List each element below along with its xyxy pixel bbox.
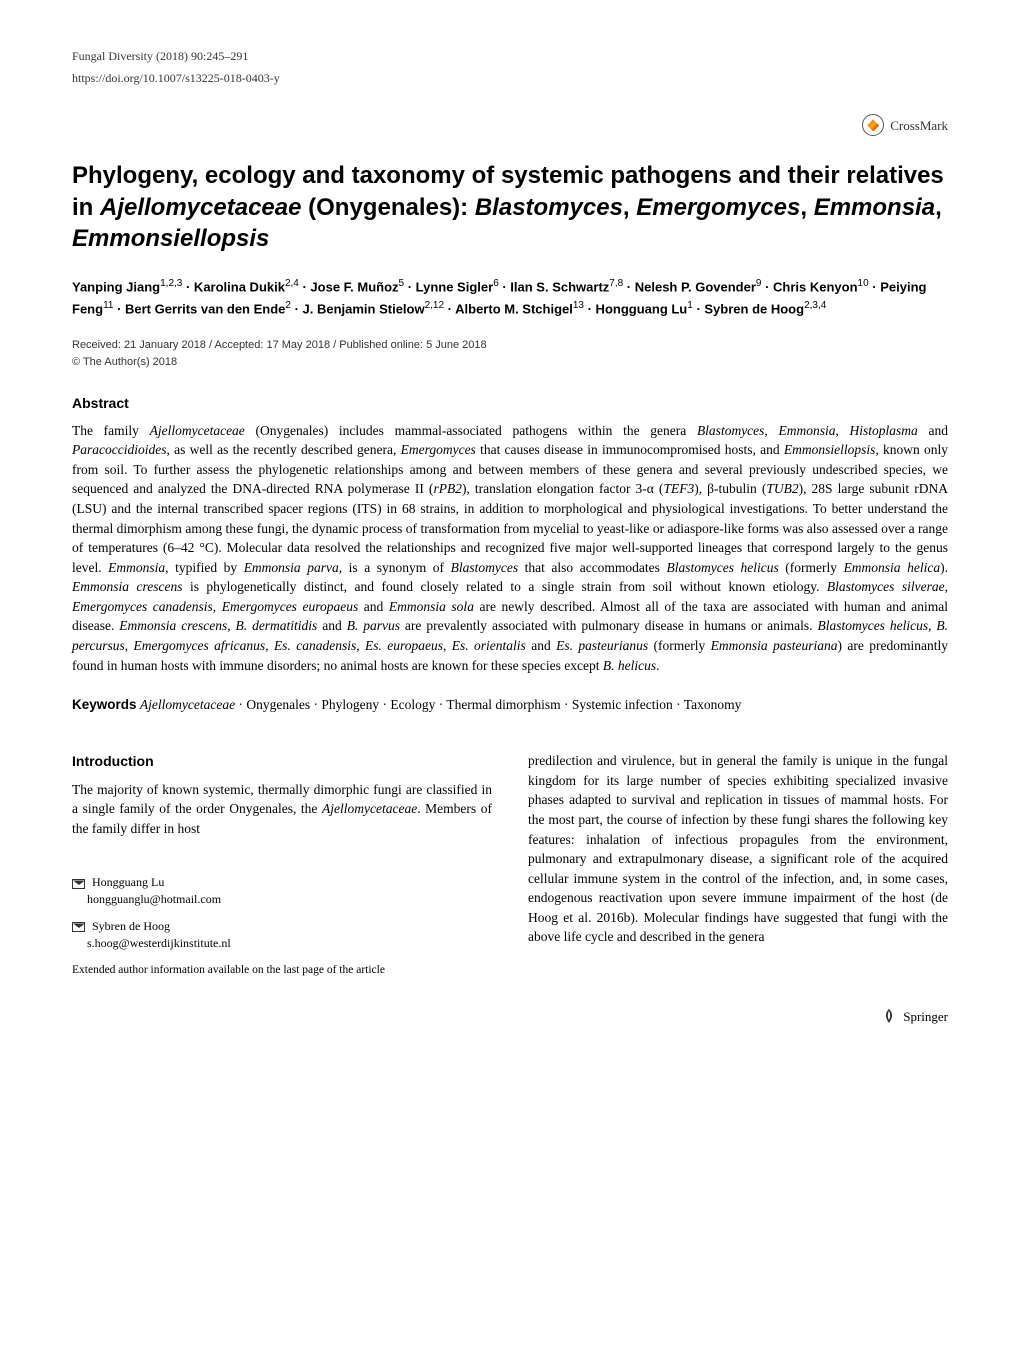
corr-email-2[interactable]: s.hoog@westerdijkinstitute.nl [87, 936, 231, 950]
corr-email-1[interactable]: hongguanglu@hotmail.com [87, 892, 221, 906]
springer-icon [881, 1008, 897, 1024]
correspondence-block: Hongguang Lu hongguanglu@hotmail.com Syb… [72, 874, 492, 977]
journal-reference: Fungal Diversity (2018) 90:245–291 [72, 48, 248, 64]
keywords-line: Keywords Ajellomycetaceae · Onygenales ·… [72, 695, 948, 715]
abstract-body: The family Ajellomycetaceae (Onygenales)… [72, 421, 948, 675]
doi-link[interactable]: https://doi.org/10.1007/s13225-018-0403-… [72, 70, 948, 86]
introduction-heading: Introduction [72, 751, 492, 771]
author-list: Yanping Jiang1,2,3 · Karolina Dukik2,4 ·… [72, 276, 948, 320]
crossmark-label: CrossMark [890, 117, 948, 135]
mail-icon [72, 922, 85, 932]
publisher-name: Springer [903, 1008, 948, 1026]
intro-para-right: predilection and virulence, but in gener… [528, 751, 948, 947]
corr-name-2: Sybren de Hoog [92, 919, 170, 933]
page-footer: Springer [72, 1008, 948, 1026]
corr-name-1: Hongguang Lu [92, 875, 164, 889]
extended-author-info: Extended author information available on… [72, 962, 492, 978]
crossmark-icon [862, 114, 884, 136]
left-column: Introduction The majority of known syste… [72, 751, 492, 977]
mail-icon [72, 879, 85, 889]
abstract-heading: Abstract [72, 394, 948, 413]
crossmark-badge[interactable]: CrossMark [72, 114, 948, 136]
right-column: predilection and virulence, but in gener… [528, 751, 948, 977]
copyright-line: © The Author(s) 2018 [72, 355, 948, 370]
article-dates: Received: 21 January 2018 / Accepted: 17… [72, 338, 948, 353]
keywords-label: Keywords [72, 697, 137, 712]
intro-para-left: The majority of known systemic, thermall… [72, 780, 492, 839]
article-title: Phylogeny, ecology and taxonomy of syste… [72, 160, 948, 254]
